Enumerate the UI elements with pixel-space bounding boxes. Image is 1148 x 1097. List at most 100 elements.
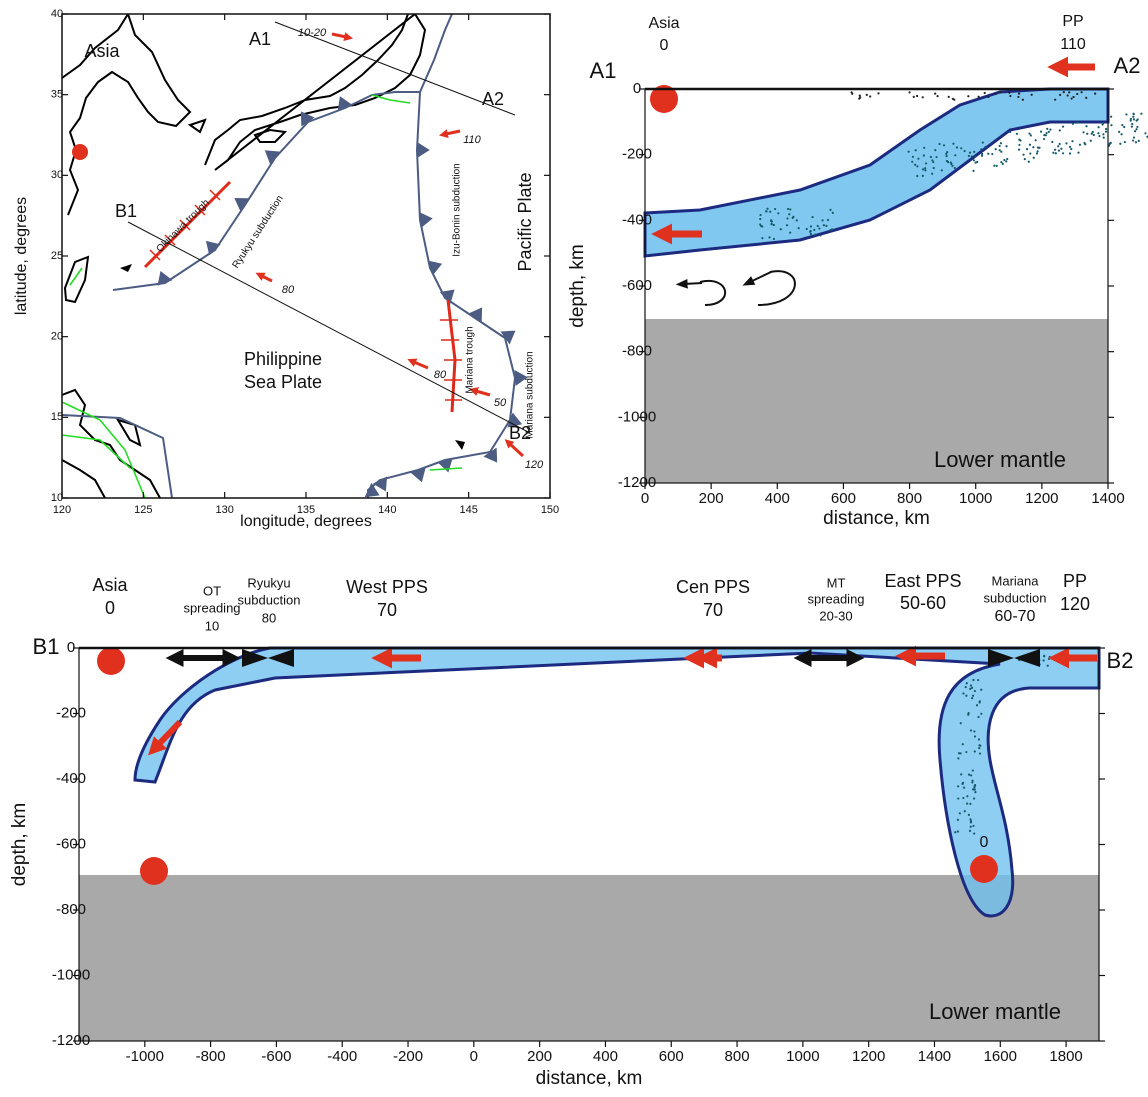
seismic-dot (772, 237, 776, 241)
seismic-dot (805, 227, 808, 231)
seismic-dot (987, 152, 990, 155)
seismic-dot (1021, 98, 1024, 101)
seismic-dot (954, 154, 957, 157)
x-tick-label: 125 (134, 504, 152, 516)
feature-label: Ryukyu subduction (230, 194, 285, 271)
seismic-dot (811, 215, 814, 219)
seismic-dot (966, 802, 969, 805)
seismic-dot (1005, 145, 1008, 148)
seismic-dot (1029, 134, 1032, 137)
seismic-dot (1060, 147, 1063, 150)
seismic-dot (968, 151, 972, 154)
seismic-dot (792, 215, 795, 218)
y-tick-label: 10 (51, 492, 63, 504)
seismic-dot (945, 154, 948, 158)
seismic-dot (973, 730, 976, 733)
label: 70 (377, 600, 397, 620)
seismic-dot (960, 773, 963, 776)
label: B2 (509, 423, 531, 443)
seismic-dot (1120, 133, 1123, 136)
seismic-dot (914, 149, 917, 152)
seismic-dot (978, 747, 981, 750)
seismic-dot (809, 232, 812, 236)
seismic-dot (809, 230, 812, 233)
seismic-dot (995, 164, 998, 167)
seismic-dot (991, 152, 994, 156)
x-tick-label: 1800 (1049, 1048, 1082, 1065)
seismic-dot (829, 229, 832, 232)
seismic-dot (1132, 139, 1135, 142)
y-tick-label: 20 (51, 331, 63, 343)
seismic-dot (922, 154, 926, 157)
seismic-dot (913, 163, 917, 166)
velocity: 120 (525, 459, 544, 471)
label: Ryukyu (247, 575, 290, 590)
seismic-dot (1085, 125, 1088, 128)
label: Cen PPS (676, 577, 750, 597)
seismic-dot (1061, 125, 1065, 128)
seismic-dot (1121, 123, 1124, 127)
seismic-dot (955, 146, 959, 149)
seismic-dot (768, 236, 771, 239)
plate-label: Pacific Plate (515, 172, 535, 271)
seismic-dot (1057, 149, 1061, 152)
seismic-dot (983, 91, 986, 95)
label: subduction (238, 592, 301, 607)
seismic-dot (1119, 142, 1122, 145)
seismic-dot (1071, 140, 1074, 143)
x-tick-label: 800 (897, 490, 922, 507)
velocity: 80 (282, 284, 295, 296)
seismic-dot (959, 722, 962, 725)
seismic-dot (971, 788, 975, 791)
seismic-dot (765, 210, 768, 213)
x-tick-label: -400 (327, 1048, 357, 1065)
label: 70 (703, 600, 723, 620)
seismic-dot (969, 774, 973, 777)
seismic-dot (981, 141, 984, 144)
seismic-dot (814, 233, 817, 236)
label: Lower mantle (929, 999, 1061, 1024)
x-tick-label: -1000 (126, 1048, 164, 1065)
seismic-dot (795, 219, 798, 222)
seismic-dot (1071, 122, 1074, 125)
seismic-dot (819, 234, 822, 237)
seismic-dot (1132, 118, 1136, 121)
seismic-dot (865, 93, 868, 96)
seismic-dot (759, 217, 762, 221)
label: Asia (648, 15, 679, 32)
seismic-dot (1077, 151, 1080, 154)
seismic-dot (1028, 132, 1031, 135)
y-tick-label: -1000 (618, 408, 656, 425)
seismic-dot (966, 795, 969, 798)
seismic-dot (952, 142, 955, 145)
x-axis-label: distance, km (536, 1068, 643, 1089)
y-tick-label: 0 (633, 80, 641, 97)
seismic-dot (942, 144, 946, 147)
seismic-dot (973, 786, 976, 789)
seismic-dot (981, 152, 984, 156)
seismic-dot (971, 779, 974, 782)
seismic-dot (770, 219, 773, 223)
seismic-dot (1048, 655, 1051, 659)
seismic-dot (759, 213, 762, 217)
seismic-dot (1017, 95, 1020, 99)
axes: 120 125 130 135 140 145 150 10 15 20 25 30 35 40 longi… (9, 8, 1125, 1089)
seismic-dot (1080, 91, 1083, 94)
seismic-dot (957, 785, 960, 788)
seismic-dot (1000, 150, 1003, 153)
label: subduction (984, 590, 1047, 605)
seismic-dot (826, 218, 830, 222)
seismic-dot (1059, 93, 1062, 96)
plate-label: Philippine (244, 349, 322, 369)
section-a-drawing: Asia 0 PP 110 A1 A2 Lower mantle (590, 13, 1148, 483)
label: A1 (590, 58, 617, 83)
seismic-dot (960, 147, 963, 150)
seismic-dot (980, 148, 983, 151)
seismic-dot (1133, 130, 1137, 133)
seismic-dot (980, 154, 984, 157)
seismic-dot (1019, 139, 1022, 142)
seismic-dot (945, 152, 948, 156)
seismic-dot (788, 213, 791, 216)
feature-label: Mariana trough (465, 326, 476, 393)
seismic-dot (973, 788, 976, 791)
